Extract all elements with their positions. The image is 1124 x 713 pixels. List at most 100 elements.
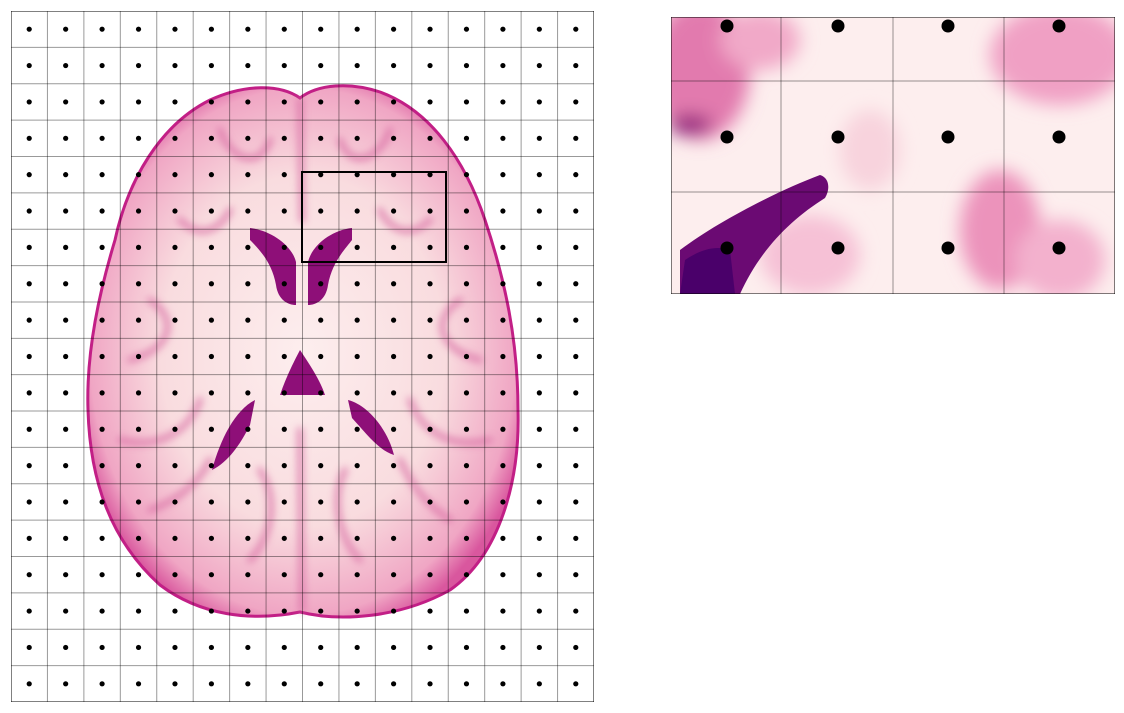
point <box>135 281 142 287</box>
point <box>390 135 397 141</box>
point <box>172 281 178 287</box>
point <box>208 99 215 105</box>
point <box>281 353 287 360</box>
point <box>573 172 579 178</box>
point <box>245 426 251 432</box>
point <box>63 499 69 505</box>
point <box>390 499 397 505</box>
point <box>26 535 32 541</box>
point <box>208 62 215 69</box>
point <box>354 535 360 541</box>
sample-points <box>26 26 579 687</box>
point <box>208 208 215 214</box>
point <box>318 390 324 396</box>
point <box>354 317 360 323</box>
point <box>135 572 142 578</box>
point <box>26 499 32 505</box>
point <box>390 62 397 69</box>
point <box>208 390 215 396</box>
point <box>427 135 433 141</box>
point <box>26 281 32 287</box>
point <box>463 390 470 396</box>
point <box>135 99 142 105</box>
point <box>463 244 470 250</box>
point <box>245 644 251 651</box>
point <box>318 208 324 214</box>
point <box>318 535 324 541</box>
point <box>536 135 542 141</box>
point <box>536 499 542 505</box>
point <box>427 317 433 323</box>
point <box>63 608 69 614</box>
point <box>208 281 215 287</box>
point <box>941 241 955 255</box>
point <box>135 499 142 505</box>
point <box>99 535 105 541</box>
point <box>318 99 324 105</box>
point <box>390 99 397 105</box>
point <box>500 244 506 250</box>
point <box>536 535 542 541</box>
point <box>208 172 215 178</box>
point <box>354 390 360 396</box>
point <box>99 390 105 396</box>
point <box>99 281 105 287</box>
point <box>281 281 287 287</box>
point <box>135 317 142 323</box>
point <box>427 208 433 214</box>
point <box>318 353 324 360</box>
point <box>318 281 324 287</box>
point <box>26 463 32 469</box>
point <box>208 608 215 614</box>
point <box>390 317 397 323</box>
point <box>26 62 32 69</box>
folds <box>117 97 493 613</box>
point <box>245 281 251 287</box>
point <box>208 499 215 505</box>
point <box>463 644 470 651</box>
point <box>500 681 506 687</box>
point <box>318 26 324 32</box>
point <box>26 26 32 32</box>
point <box>281 608 287 614</box>
point <box>281 172 287 178</box>
point <box>318 135 324 141</box>
point <box>573 463 579 469</box>
point <box>245 26 251 32</box>
point <box>281 317 287 323</box>
point <box>245 244 251 250</box>
point <box>26 208 32 214</box>
point <box>281 426 287 432</box>
point <box>536 62 542 69</box>
point <box>318 499 324 505</box>
point <box>99 644 105 651</box>
point <box>573 62 579 69</box>
point <box>281 463 287 469</box>
point <box>208 572 215 578</box>
point <box>99 353 105 360</box>
point <box>536 426 542 432</box>
point <box>26 426 32 432</box>
point <box>720 130 734 144</box>
point <box>172 572 178 578</box>
point <box>26 135 32 141</box>
point <box>500 426 506 432</box>
point <box>245 317 251 323</box>
point <box>427 681 433 687</box>
point <box>172 644 178 651</box>
point <box>720 19 734 33</box>
point <box>281 681 287 687</box>
point <box>463 353 470 360</box>
point <box>463 62 470 69</box>
point <box>536 390 542 396</box>
point <box>63 353 69 360</box>
point <box>573 26 579 32</box>
point <box>318 644 324 651</box>
point <box>463 281 470 287</box>
point <box>463 317 470 323</box>
point <box>1052 19 1066 33</box>
point <box>536 317 542 323</box>
point <box>99 62 105 69</box>
point <box>354 608 360 614</box>
